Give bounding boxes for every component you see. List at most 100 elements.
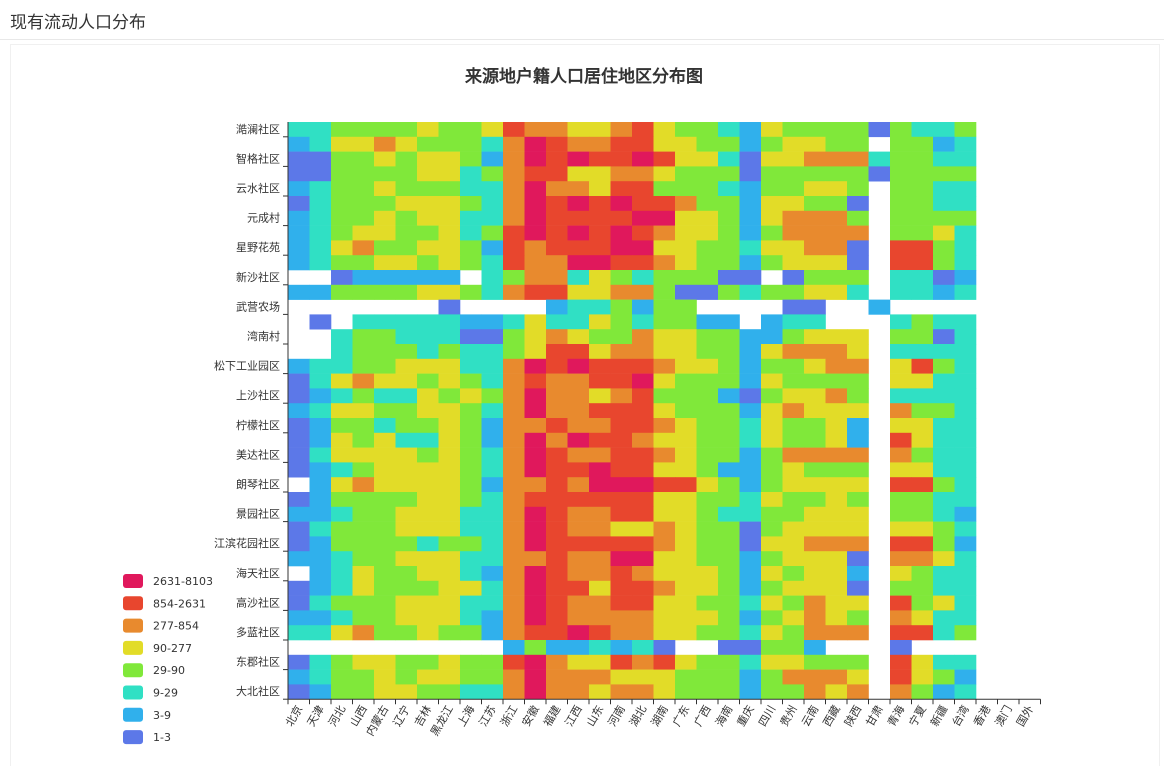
heatmap-cell[interactable]: [933, 580, 955, 596]
heatmap-cell[interactable]: [933, 210, 955, 226]
heatmap-cell[interactable]: [352, 566, 375, 582]
heatmap-cell[interactable]: [352, 477, 375, 493]
heatmap-cell[interactable]: [847, 536, 869, 552]
heatmap-cell[interactable]: [782, 240, 805, 256]
heatmap-cell[interactable]: [632, 136, 654, 152]
heatmap-cell[interactable]: [675, 210, 697, 226]
heatmap-cell[interactable]: [653, 225, 676, 241]
heatmap-cell[interactable]: [847, 654, 869, 670]
heatmap-cell[interactable]: [460, 595, 482, 611]
heatmap-cell[interactable]: [782, 432, 805, 448]
heatmap-cell[interactable]: [718, 551, 740, 567]
heatmap-cell[interactable]: [739, 151, 762, 167]
heatmap-cell[interactable]: [632, 358, 654, 374]
heatmap-cell[interactable]: [309, 506, 332, 522]
heatmap-cell[interactable]: [847, 122, 869, 138]
heatmap-cell[interactable]: [782, 358, 805, 374]
heatmap-cell[interactable]: [331, 536, 353, 552]
heatmap-cell[interactable]: [761, 566, 783, 582]
heatmap-cell[interactable]: [417, 314, 439, 330]
heatmap-cell[interactable]: [632, 536, 654, 552]
heatmap-cell[interactable]: [352, 669, 375, 685]
heatmap-cell[interactable]: [546, 477, 568, 493]
heatmap-cell[interactable]: [524, 358, 547, 374]
heatmap-cell[interactable]: [761, 240, 783, 256]
heatmap-cell[interactable]: [911, 610, 934, 626]
heatmap-cell[interactable]: [890, 551, 912, 567]
heatmap-cell[interactable]: [782, 684, 805, 700]
heatmap-cell[interactable]: [610, 151, 633, 167]
heatmap-cell[interactable]: [460, 136, 482, 152]
heatmap-cell[interactable]: [718, 210, 740, 226]
heatmap-cell[interactable]: [352, 240, 375, 256]
heatmap-cell[interactable]: [503, 462, 525, 478]
heatmap-cell[interactable]: [567, 373, 590, 389]
heatmap-cell[interactable]: [825, 551, 848, 567]
heatmap-cell[interactable]: [460, 536, 482, 552]
heatmap-cell[interactable]: [954, 521, 977, 537]
heatmap-cell[interactable]: [567, 314, 590, 330]
heatmap-cell[interactable]: [675, 122, 697, 138]
heatmap-cell[interactable]: [675, 551, 697, 567]
heatmap-cell[interactable]: [438, 388, 461, 404]
heatmap-cell[interactable]: [460, 196, 482, 212]
heatmap-cell[interactable]: [954, 595, 977, 611]
heatmap-cell[interactable]: [374, 122, 396, 138]
heatmap-cell[interactable]: [309, 358, 332, 374]
heatmap-cell[interactable]: [847, 329, 869, 345]
heatmap-cell[interactable]: [825, 284, 848, 300]
heatmap-cell[interactable]: [395, 196, 418, 212]
heatmap-cell[interactable]: [739, 447, 762, 463]
heatmap-cell[interactable]: [374, 151, 396, 167]
heatmap-cell[interactable]: [782, 521, 805, 537]
heatmap-cell[interactable]: [546, 210, 568, 226]
heatmap-cell[interactable]: [782, 640, 805, 656]
heatmap-cell[interactable]: [761, 521, 783, 537]
heatmap-cell[interactable]: [460, 684, 482, 700]
heatmap-cell[interactable]: [589, 329, 611, 345]
heatmap-cell[interactable]: [739, 536, 762, 552]
heatmap-cell[interactable]: [288, 181, 310, 197]
heatmap-cell[interactable]: [417, 669, 439, 685]
heatmap-cell[interactable]: [632, 432, 654, 448]
heatmap-cell[interactable]: [374, 210, 396, 226]
heatmap-cell[interactable]: [438, 654, 461, 670]
legend-swatch[interactable]: [123, 707, 143, 722]
legend-swatch[interactable]: [123, 640, 143, 655]
heatmap-cell[interactable]: [911, 196, 934, 212]
heatmap-cell[interactable]: [933, 447, 955, 463]
heatmap-cell[interactable]: [847, 225, 869, 241]
heatmap-cell[interactable]: [503, 506, 525, 522]
heatmap-cell[interactable]: [675, 506, 697, 522]
heatmap-cell[interactable]: [696, 344, 719, 360]
heatmap-cell[interactable]: [825, 210, 848, 226]
heatmap-cell[interactable]: [739, 551, 762, 567]
heatmap-cell[interactable]: [847, 358, 869, 374]
heatmap-cell[interactable]: [395, 654, 418, 670]
heatmap-cell[interactable]: [503, 240, 525, 256]
heatmap-cell[interactable]: [352, 284, 375, 300]
heatmap-cell[interactable]: [567, 580, 590, 596]
heatmap-cell[interactable]: [524, 225, 547, 241]
heatmap-cell[interactable]: [288, 492, 310, 508]
heatmap-cell[interactable]: [438, 432, 461, 448]
heatmap-cell[interactable]: [417, 136, 439, 152]
heatmap-cell[interactable]: [675, 625, 697, 641]
heatmap-cell[interactable]: [761, 610, 783, 626]
heatmap-cell[interactable]: [567, 358, 590, 374]
heatmap-cell[interactable]: [610, 625, 633, 641]
legend-item[interactable]: 29-90: [123, 663, 185, 678]
heatmap-cell[interactable]: [524, 210, 547, 226]
heatmap-cell[interactable]: [954, 506, 977, 522]
heatmap-cell[interactable]: [696, 314, 719, 330]
heatmap-cell[interactable]: [911, 314, 934, 330]
heatmap-cell[interactable]: [911, 477, 934, 493]
heatmap-cell[interactable]: [675, 329, 697, 345]
heatmap-cell[interactable]: [352, 521, 375, 537]
heatmap-cell[interactable]: [610, 595, 633, 611]
heatmap-cell[interactable]: [438, 595, 461, 611]
heatmap-cell[interactable]: [782, 255, 805, 271]
heatmap-cell[interactable]: [589, 418, 611, 434]
heatmap-cell[interactable]: [847, 196, 869, 212]
heatmap-cell[interactable]: [589, 462, 611, 478]
